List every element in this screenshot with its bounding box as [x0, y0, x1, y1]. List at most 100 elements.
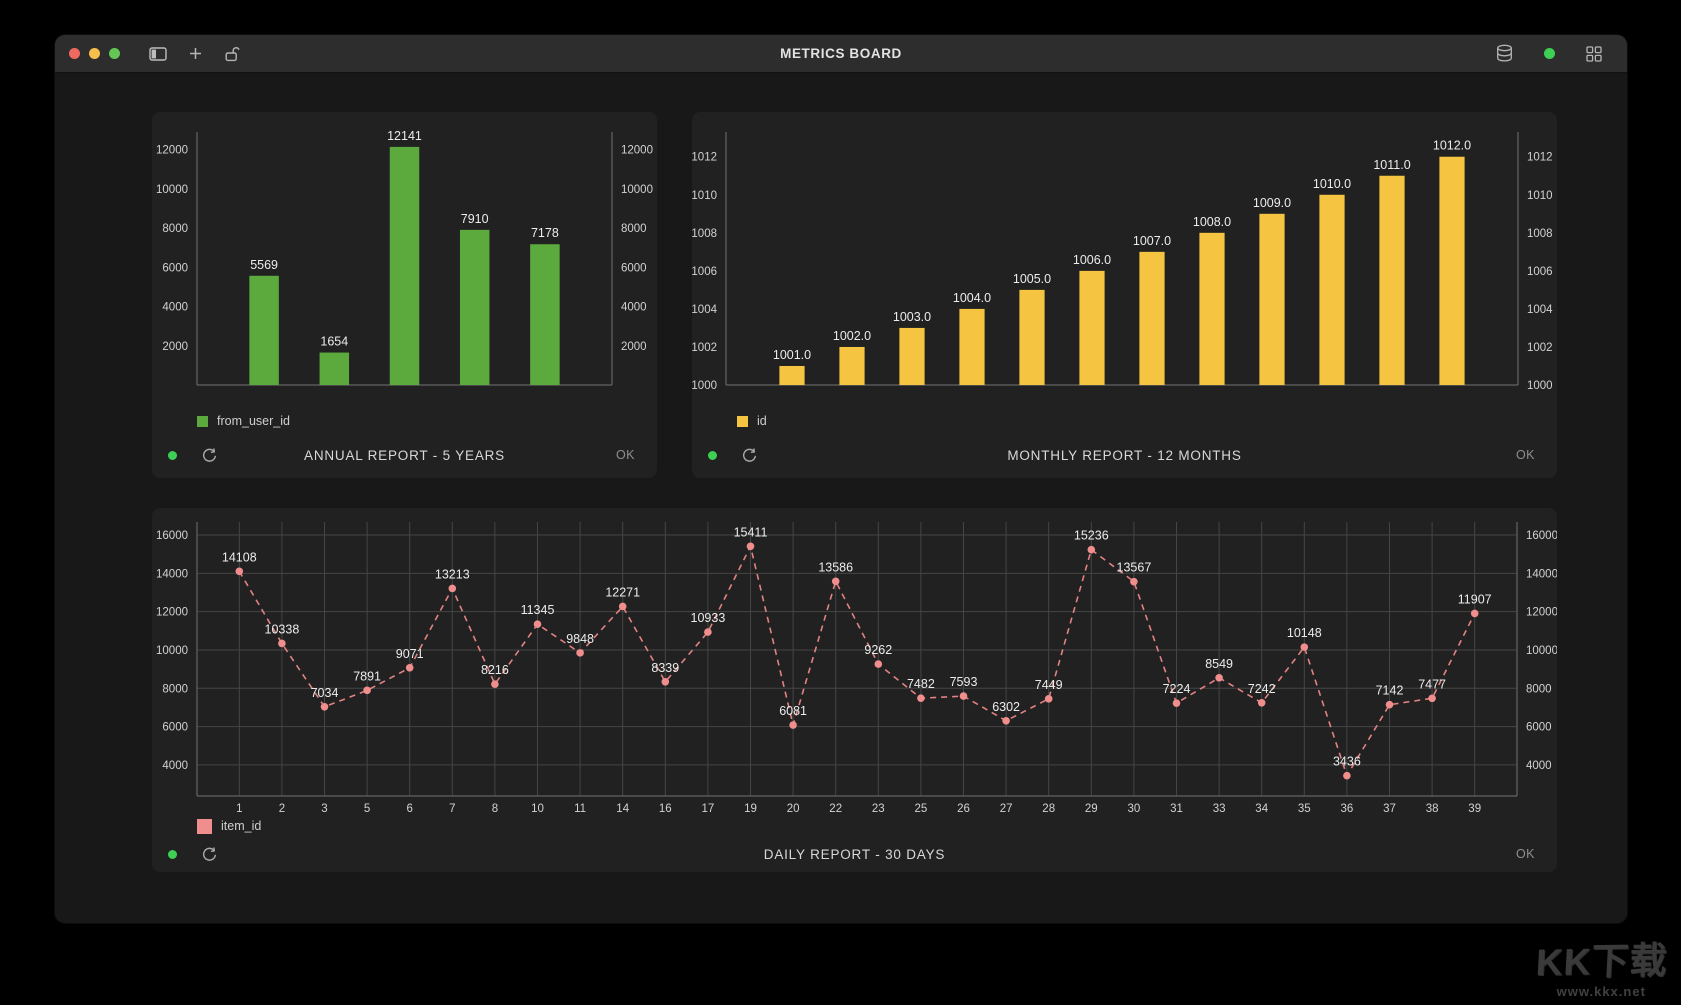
bar: [899, 327, 925, 385]
watermark-logo: KK下载: [1534, 939, 1669, 984]
x-tick-label: 10: [531, 803, 544, 815]
y-tick-label-right: 2000: [621, 341, 647, 353]
bar-value-label: 1006.0: [1073, 253, 1111, 267]
panel-footer: DAILY REPORT - 30 DAYS OK: [152, 836, 1557, 872]
bar: [959, 308, 985, 385]
window-title: METRICS BOARD: [780, 46, 902, 61]
point-value-label: 6302: [992, 700, 1020, 714]
x-tick-label: 2: [279, 803, 285, 815]
point-value-label: 10148: [1287, 626, 1322, 640]
data-point: [1385, 700, 1394, 709]
unlock-icon[interactable]: [222, 44, 242, 64]
y-tick-label-right: 8000: [1526, 683, 1552, 695]
ok-button[interactable]: OK: [1510, 846, 1541, 862]
database-icon[interactable]: [1494, 42, 1515, 65]
grid-view-icon[interactable]: [1584, 44, 1604, 64]
data-point: [1087, 545, 1096, 554]
bar-value-label: 7178: [531, 226, 559, 240]
bar: [389, 146, 420, 385]
bar: [249, 275, 279, 385]
data-point: [576, 649, 584, 657]
bar: [1319, 194, 1345, 385]
titlebar-right-actions: [1485, 42, 1613, 65]
y-tick-label-right: 4000: [621, 302, 647, 314]
legend-id[interactable]: id: [692, 410, 1557, 432]
point-value-label: 9262: [864, 643, 892, 657]
x-tick-label: 38: [1426, 803, 1439, 815]
bar-value-label: 1009.0: [1253, 196, 1291, 210]
x-tick-label: 37: [1383, 803, 1396, 815]
bar-value-label: 5569: [250, 258, 278, 272]
x-tick-label: 3: [321, 803, 327, 815]
bar: [1139, 251, 1165, 385]
maximize-button[interactable]: [109, 48, 120, 59]
bar: [1199, 232, 1225, 385]
x-tick-label: 16: [659, 803, 672, 815]
bar-value-label: 1003.0: [893, 310, 931, 324]
y-tick-label-left: 1002: [692, 342, 717, 354]
refresh-icon[interactable]: [739, 445, 760, 466]
y-tick-label-left: 8000: [162, 223, 188, 235]
data-point: [1130, 577, 1138, 586]
data-point: [1002, 716, 1010, 725]
data-point: [491, 680, 499, 688]
x-tick-label: 30: [1128, 803, 1141, 815]
data-point: [1044, 695, 1053, 703]
y-tick-label-right: 4000: [1526, 760, 1552, 772]
legend-swatch: [197, 415, 208, 427]
data-point: [1343, 771, 1351, 780]
y-tick-label-left: 1008: [692, 228, 717, 240]
point-value-label: 15411: [734, 525, 768, 539]
point-value-label: 8339: [651, 661, 679, 675]
refresh-icon[interactable]: [199, 844, 220, 865]
panel-footer: MONTHLY REPORT - 12 MONTHS OK: [692, 432, 1557, 478]
sidebar-toggle-icon[interactable]: [147, 45, 169, 63]
refresh-icon[interactable]: [199, 445, 220, 466]
line-series: [238, 543, 1476, 778]
ok-button[interactable]: OK: [610, 447, 641, 463]
legend-item-id[interactable]: item_id: [152, 816, 1557, 836]
x-tick-label: 35: [1298, 803, 1311, 815]
bar-value-label: 7910: [461, 212, 489, 226]
point-value-label: 7449: [1035, 678, 1063, 692]
data-point: [363, 686, 371, 695]
point-value-label: 9071: [396, 647, 424, 661]
point-value-label: 7142: [1376, 684, 1404, 698]
close-button[interactable]: [69, 48, 80, 59]
bar: [1079, 270, 1105, 385]
watermark-url: www.kkx.net: [1556, 984, 1646, 999]
y-tick-label-right: 1010: [1527, 190, 1553, 202]
bar-value-label: 1001.0: [773, 348, 811, 362]
y-tick-label-left: 1000: [692, 380, 717, 392]
plus-icon[interactable]: [187, 45, 204, 62]
legend-swatch: [737, 415, 748, 427]
point-value-label: 7593: [950, 675, 978, 689]
bar-value-label: 1007.0: [1133, 234, 1171, 248]
y-tick-label-right: 6000: [1526, 722, 1552, 734]
x-tick-label: 25: [915, 803, 928, 815]
point-value-label: 13567: [1117, 561, 1152, 575]
y-tick-label-left: 6000: [162, 722, 188, 734]
bar: [1019, 289, 1045, 385]
bar-value-label: 1005.0: [1013, 272, 1051, 286]
data-point: [278, 639, 286, 648]
ok-button[interactable]: OK: [1510, 447, 1541, 463]
data-point: [533, 620, 542, 628]
data-point: [1300, 643, 1309, 651]
x-tick-label: 5: [364, 803, 370, 815]
legend-from-user-id[interactable]: from_user_id: [152, 410, 657, 432]
y-tick-label-right: 16000: [1526, 530, 1557, 542]
panel-status-dot: [708, 450, 717, 460]
x-tick-label: 23: [872, 803, 885, 815]
point-value-label: 7477: [1418, 677, 1446, 691]
point-value-label: 9848: [566, 632, 594, 646]
panel-title: ANNUAL REPORT - 5 YEARS: [304, 447, 505, 463]
point-value-label: 8549: [1205, 657, 1233, 671]
y-tick-label-left: 1010: [692, 190, 717, 202]
point-value-label: 12271: [605, 585, 640, 599]
traffic-lights: [69, 48, 120, 59]
minimize-button[interactable]: [89, 48, 100, 59]
x-tick-label: 17: [702, 803, 715, 815]
x-tick-label: 39: [1468, 803, 1481, 815]
x-tick-label: 14: [616, 803, 629, 815]
